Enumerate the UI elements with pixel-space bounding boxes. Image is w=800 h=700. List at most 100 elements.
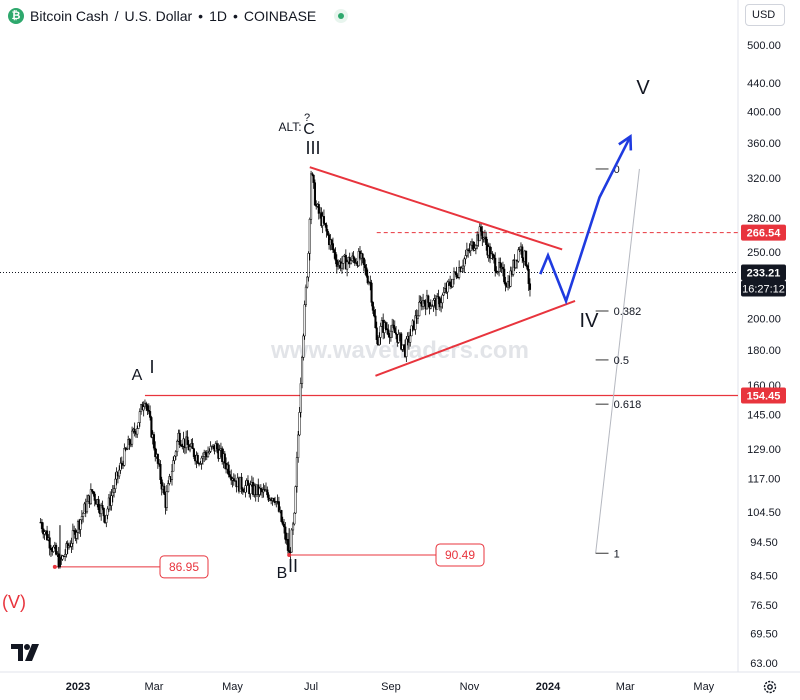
candle bbox=[102, 507, 105, 523]
horizontal-levels bbox=[0, 232, 738, 568]
candle-body bbox=[422, 300, 425, 307]
candle bbox=[281, 516, 284, 526]
triangle-lower-line bbox=[375, 300, 576, 377]
candle bbox=[131, 426, 134, 448]
candle-body bbox=[425, 295, 429, 310]
candle bbox=[263, 485, 266, 492]
candle-body bbox=[311, 173, 314, 176]
candle-body bbox=[226, 464, 229, 470]
candle-body bbox=[169, 476, 172, 480]
candle-body bbox=[432, 300, 435, 307]
candle bbox=[160, 476, 163, 496]
candle-body bbox=[245, 480, 248, 486]
candle bbox=[85, 494, 89, 514]
candle-body bbox=[75, 532, 78, 539]
resistance-tag-text: 266.54 bbox=[747, 228, 782, 240]
candle-body bbox=[313, 182, 316, 206]
candle bbox=[179, 440, 183, 447]
candle-body bbox=[203, 452, 206, 457]
candle-body bbox=[85, 500, 89, 513]
candle bbox=[128, 438, 131, 450]
candle bbox=[298, 406, 301, 437]
candle bbox=[205, 450, 208, 461]
candle-body bbox=[228, 474, 231, 477]
candle-body bbox=[361, 253, 364, 259]
candle bbox=[225, 457, 228, 474]
candle bbox=[98, 504, 101, 518]
x-tick-label: 2024 bbox=[536, 681, 561, 693]
candle-body bbox=[492, 255, 495, 259]
candle-body bbox=[343, 254, 346, 257]
candle bbox=[115, 467, 118, 486]
candle-body bbox=[518, 249, 521, 251]
candle-body bbox=[295, 457, 298, 487]
candle-body bbox=[100, 505, 103, 515]
candle-body bbox=[387, 329, 390, 336]
candle bbox=[389, 325, 392, 342]
symbol-name[interactable]: Bitcoin Cash bbox=[30, 8, 109, 24]
candle bbox=[358, 246, 362, 261]
candle bbox=[181, 443, 184, 450]
candle-body bbox=[78, 521, 81, 530]
candle-body bbox=[96, 499, 99, 505]
candle-body bbox=[47, 537, 50, 541]
candle bbox=[478, 221, 481, 242]
candle-body bbox=[213, 444, 216, 452]
candle-body bbox=[512, 260, 515, 275]
candle-body bbox=[460, 267, 463, 272]
candle-body bbox=[164, 494, 167, 508]
candle bbox=[472, 241, 475, 252]
candle-body bbox=[190, 443, 193, 447]
candle-body bbox=[284, 526, 287, 540]
interval-label[interactable]: 1D bbox=[209, 8, 227, 24]
candle-body bbox=[504, 281, 507, 286]
candle bbox=[522, 257, 525, 268]
candle-body bbox=[225, 462, 228, 470]
time-axis[interactable]: 2023 Mar May Jul Sep Nov 2024 Mar May bbox=[66, 681, 715, 693]
candle-body bbox=[131, 430, 134, 445]
candle-body bbox=[231, 478, 234, 481]
candle bbox=[405, 336, 408, 363]
candle-body bbox=[373, 310, 376, 317]
candle bbox=[73, 525, 76, 535]
candle-body bbox=[79, 519, 82, 530]
candle-body bbox=[173, 455, 176, 461]
candle bbox=[51, 546, 54, 556]
candle-body bbox=[465, 249, 468, 256]
candle bbox=[483, 229, 486, 243]
candle bbox=[132, 427, 135, 434]
candle-body bbox=[89, 489, 92, 505]
candle bbox=[210, 445, 213, 450]
candle bbox=[366, 269, 369, 285]
candle bbox=[420, 296, 423, 311]
candle-body bbox=[74, 530, 77, 539]
candle-body bbox=[396, 334, 399, 343]
candle bbox=[316, 203, 319, 208]
candle bbox=[402, 344, 405, 352]
candle bbox=[410, 325, 413, 337]
currency-selector-button[interactable]: USD bbox=[745, 4, 785, 26]
candle-body bbox=[159, 463, 162, 480]
candle bbox=[526, 264, 529, 271]
candle-body bbox=[490, 253, 493, 259]
support-tag-text: 154.45 bbox=[747, 390, 781, 402]
candle-body bbox=[410, 325, 413, 337]
candle bbox=[69, 540, 72, 548]
candle-body bbox=[312, 174, 315, 183]
candle bbox=[470, 238, 474, 249]
currency-label: USD bbox=[752, 9, 776, 21]
tradingview-logo-icon[interactable] bbox=[10, 641, 42, 663]
candle bbox=[214, 441, 217, 452]
price-axis[interactable]: 500.00 440.00 400.00 360.00 320.00 280.00 250.… bbox=[747, 40, 781, 670]
settings-gear-icon[interactable] bbox=[762, 679, 778, 695]
candle bbox=[58, 554, 62, 569]
candle bbox=[149, 405, 152, 421]
candle bbox=[52, 544, 55, 553]
candle-body bbox=[375, 327, 378, 340]
candle-body bbox=[109, 497, 112, 506]
wave-label-iii: III bbox=[305, 138, 320, 158]
candle-body bbox=[356, 262, 359, 266]
candle bbox=[138, 408, 141, 427]
candle-body bbox=[181, 445, 184, 448]
candle-body bbox=[351, 255, 354, 261]
